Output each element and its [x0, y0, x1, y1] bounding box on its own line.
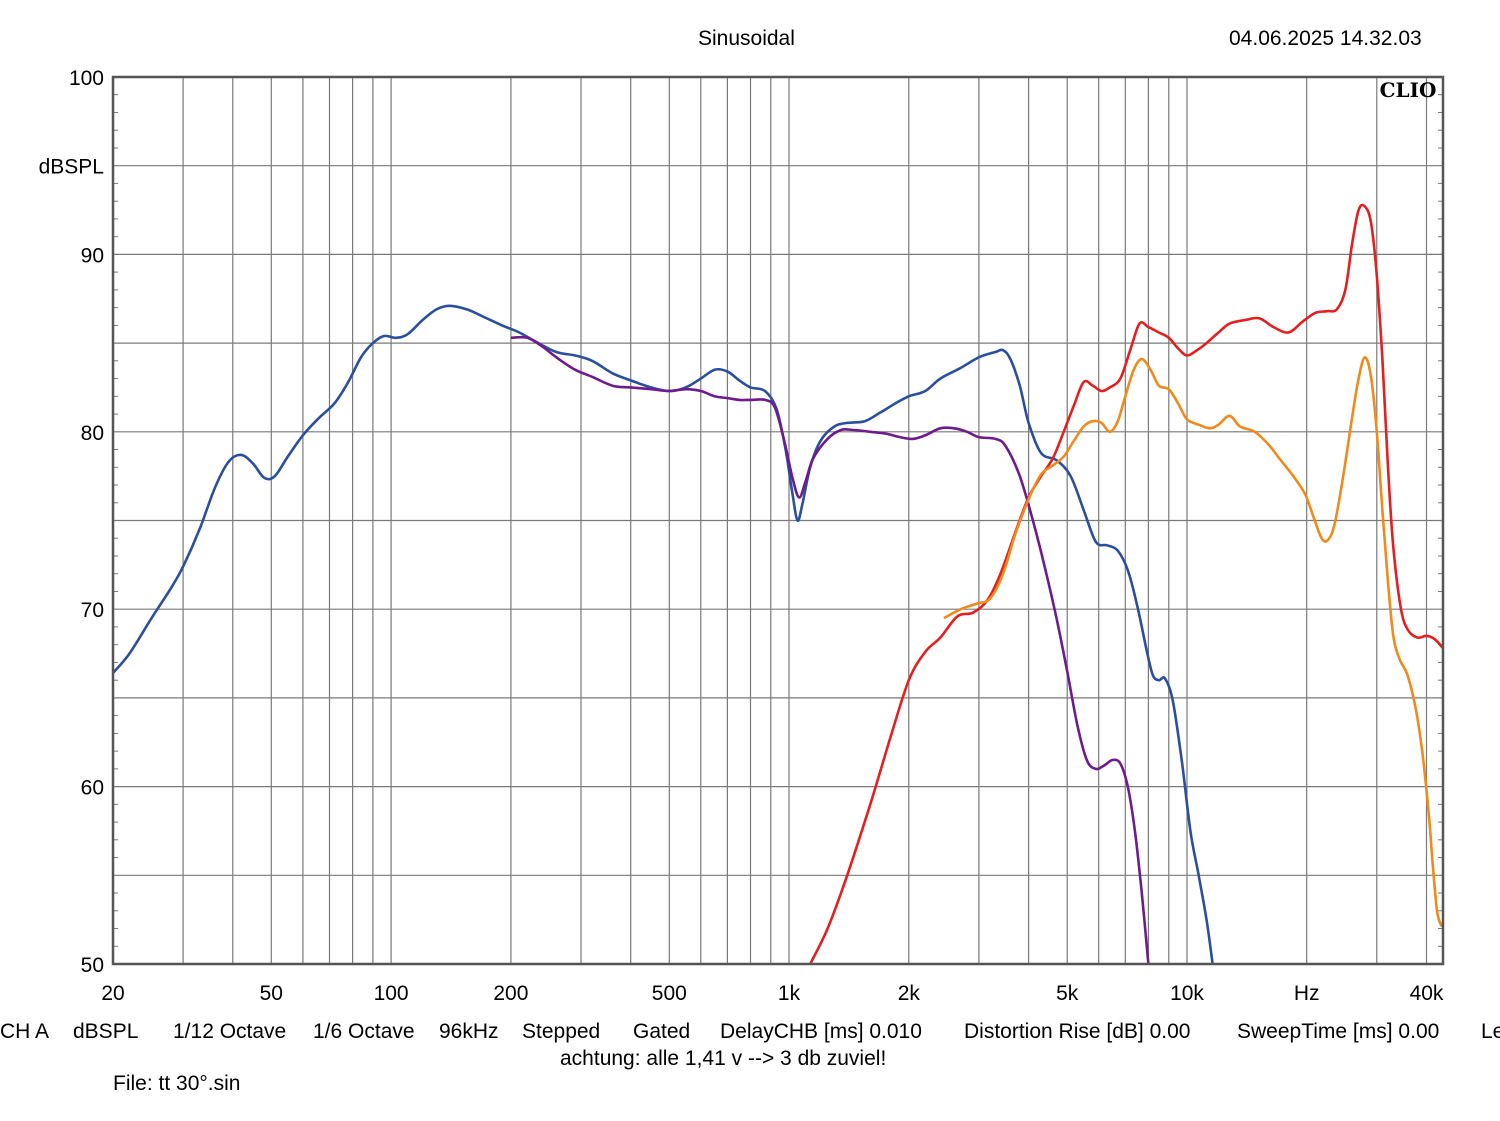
setting-mode: Stepped	[522, 1020, 601, 1043]
series-blue-line	[111, 304, 1214, 965]
x-tick-label: 50	[260, 982, 283, 1005]
setting-truncated: Le	[1481, 1020, 1500, 1043]
series-orange-line	[943, 356, 1445, 927]
y-tick-label: 90	[81, 244, 104, 267]
note-text: achtung: alle 1,41 v --> 3 db zuviel!	[560, 1047, 887, 1070]
setting-gated: Gated	[633, 1020, 691, 1043]
y-tick-label: 80	[81, 422, 104, 445]
y-tick-label: 70	[81, 599, 104, 622]
tick-labels: 20 50 100 200 500 1k 2k 5k 10k Hz 40k 100 dBSPL 90 80 7…	[39, 67, 1444, 1005]
setting-smoothing-a: 1/12 Octave	[173, 1020, 287, 1043]
x-tick-label: 100	[374, 982, 409, 1005]
series-red-line	[809, 203, 1444, 965]
setting-sweep-time: SweepTime [ms] 0.00	[1237, 1020, 1440, 1043]
x-tick-label: 2k	[898, 982, 921, 1005]
setting-distortion-rise: Distortion Rise [dB] 0.00	[964, 1020, 1191, 1043]
y-tick-label: 50	[81, 954, 104, 977]
x-tick-label: Hz	[1294, 982, 1320, 1005]
setting-sample-rate: 96kHz	[439, 1020, 499, 1043]
grid-lines	[113, 77, 1443, 964]
x-tick-label: 500	[652, 982, 687, 1005]
file-name: File: tt 30°.sin	[113, 1072, 241, 1095]
y-tick-label: 60	[81, 777, 104, 800]
setting-delay: DelayCHB [ms] 0.010	[720, 1020, 922, 1043]
x-tick-label: 5k	[1056, 982, 1079, 1005]
series-purple-line	[510, 335, 1150, 965]
setting-unit: dBSPL	[73, 1020, 139, 1043]
x-tick-label: 10k	[1170, 982, 1204, 1005]
plot-frame	[111, 75, 1445, 966]
x-tick-label: 1k	[778, 982, 801, 1005]
x-tick-label: 200	[493, 982, 528, 1005]
traces	[111, 203, 1445, 965]
setting-channel: CH A	[0, 1020, 50, 1043]
timestamp: 04.06.2025 14.32.03	[1229, 27, 1422, 50]
setting-smoothing-b: 1/6 Octave	[313, 1020, 415, 1043]
clio-logo: CLIO	[1380, 78, 1437, 102]
x-tick-label: 40k	[1410, 982, 1444, 1005]
y-tick-label: dBSPL	[39, 156, 104, 179]
x-tick-label: 20	[101, 982, 124, 1005]
y-tick-label: 100	[69, 67, 104, 90]
chart-title: Sinusoidal	[698, 27, 795, 50]
